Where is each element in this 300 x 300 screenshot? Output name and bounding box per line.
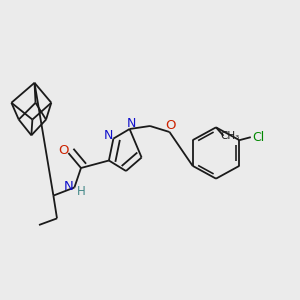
Text: Cl: Cl [252, 131, 264, 144]
Text: O: O [58, 144, 69, 157]
Text: N: N [64, 179, 73, 193]
Text: N: N [126, 117, 136, 130]
Text: O: O [165, 119, 175, 132]
Text: N: N [103, 129, 113, 142]
Text: CH₃: CH₃ [220, 131, 240, 141]
Text: H: H [76, 184, 85, 198]
